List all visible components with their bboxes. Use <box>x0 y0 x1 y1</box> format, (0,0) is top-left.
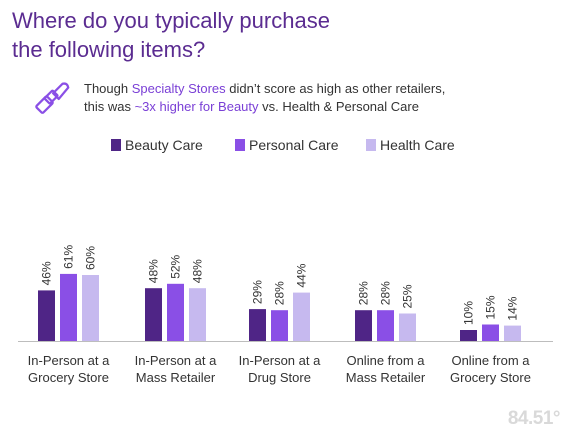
category-label: Grocery Store <box>28 370 109 385</box>
legend-swatch <box>111 139 121 151</box>
bar <box>189 288 206 341</box>
category-label: In-Person at a <box>135 353 217 368</box>
category-label: In-Person at a <box>28 353 110 368</box>
bar <box>377 310 394 341</box>
subtitle-text: vs. Health & Personal Care <box>258 99 419 114</box>
data-label: 60% <box>84 246 98 270</box>
data-label: 25% <box>401 284 415 308</box>
legend-swatch <box>235 139 245 151</box>
bar <box>460 330 477 341</box>
category-label: Online from a <box>346 353 425 368</box>
bar <box>167 283 184 341</box>
legend-swatch <box>366 139 376 151</box>
data-label: 48% <box>147 259 161 283</box>
data-label: 10% <box>462 301 476 325</box>
bar <box>271 310 288 341</box>
data-label: 48% <box>191 259 205 283</box>
title-line-1: Where do you typically purchase <box>12 8 330 33</box>
data-label: 15% <box>484 295 498 319</box>
data-label: 28% <box>357 281 371 305</box>
chart-subtitle: Though Specialty Stores didn’t score as … <box>84 80 564 116</box>
bar <box>38 290 55 341</box>
subtitle-text: this was <box>84 99 135 114</box>
data-label: 29% <box>251 280 265 304</box>
bar <box>293 292 310 341</box>
data-label: 14% <box>506 296 520 320</box>
category-label: Mass Retailer <box>346 370 426 385</box>
brand-logo: 84.51° <box>507 408 561 429</box>
data-label: 61% <box>62 245 76 269</box>
category-label: Mass Retailer <box>136 370 216 385</box>
category-label: Drug Store <box>248 370 311 385</box>
legend-label: Personal Care <box>249 137 339 153</box>
subtitle-text: Though <box>84 81 132 96</box>
subtitle-highlight: ~3x higher for Beauty <box>134 99 259 114</box>
data-label: 44% <box>295 263 309 287</box>
chart-title: Where do you typically purchase the foll… <box>12 6 432 64</box>
data-label: 46% <box>40 261 54 285</box>
category-label: Grocery Store <box>450 370 531 385</box>
bar <box>504 325 521 341</box>
data-label: 28% <box>379 281 393 305</box>
bar <box>249 309 266 341</box>
bar <box>399 313 416 341</box>
legend-label: Beauty Care <box>125 137 203 153</box>
legend-label: Health Care <box>380 137 455 153</box>
title-line-2: the following items? <box>12 37 206 62</box>
lipstick-icon <box>35 82 70 114</box>
bar <box>60 273 77 341</box>
category-label: Online from a <box>451 353 530 368</box>
bar <box>82 275 99 341</box>
bar <box>482 324 499 341</box>
data-label: 52% <box>169 254 183 278</box>
subtitle-text: didn’t score as high as other retailers, <box>225 81 446 96</box>
category-label: In-Person at a <box>239 353 321 368</box>
bar-chart: Beauty Care Personal Care Health Care 46% 61… <box>18 137 553 385</box>
bar <box>145 288 162 341</box>
bar <box>355 310 372 341</box>
data-label: 28% <box>273 281 287 305</box>
subtitle-highlight: Specialty Stores <box>131 81 226 96</box>
